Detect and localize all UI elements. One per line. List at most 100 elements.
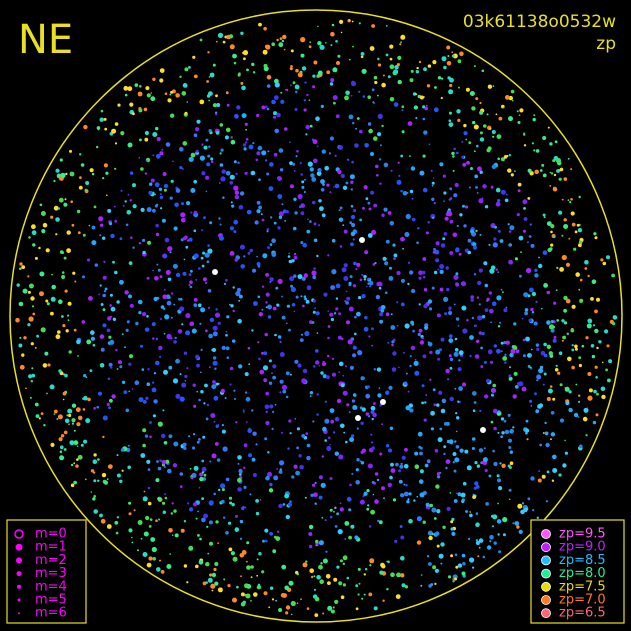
star [497, 325, 501, 328]
star [295, 295, 299, 299]
star [328, 152, 331, 155]
star [290, 84, 292, 87]
star [345, 440, 348, 444]
star [407, 282, 410, 286]
star [206, 525, 209, 528]
star [385, 239, 390, 244]
star [339, 507, 344, 512]
star [441, 77, 444, 80]
star [377, 519, 380, 523]
star [387, 75, 391, 79]
star [437, 76, 442, 80]
star [330, 317, 334, 322]
star [337, 335, 342, 340]
star [541, 163, 545, 167]
star [427, 221, 431, 224]
star [155, 519, 158, 522]
star [363, 274, 367, 279]
star [364, 250, 369, 255]
star [77, 454, 83, 460]
star [290, 65, 293, 68]
star [398, 479, 403, 484]
star [208, 520, 213, 525]
star [86, 339, 92, 345]
star [517, 381, 521, 386]
star [477, 315, 483, 321]
star [357, 567, 361, 571]
star [476, 296, 479, 299]
star [258, 205, 262, 210]
star [409, 155, 411, 158]
star [49, 384, 55, 390]
star [290, 49, 294, 53]
star [495, 113, 498, 116]
star [478, 331, 483, 335]
star [305, 300, 310, 304]
star [317, 168, 322, 173]
star [309, 531, 312, 534]
star [205, 175, 210, 180]
star [561, 234, 564, 237]
star [392, 498, 397, 502]
star [499, 239, 504, 243]
star [348, 306, 354, 312]
star [581, 344, 585, 348]
star [19, 336, 22, 339]
star [446, 61, 452, 66]
star [462, 204, 465, 208]
star [587, 395, 593, 401]
star [214, 442, 219, 446]
star [467, 537, 471, 541]
star [315, 539, 319, 544]
star-field [15, 19, 618, 617]
star [159, 195, 164, 199]
star [53, 179, 56, 183]
star [551, 479, 555, 482]
star [364, 316, 368, 320]
star [253, 301, 258, 306]
star [432, 565, 437, 570]
star [91, 172, 95, 176]
star [424, 463, 429, 468]
star [120, 448, 125, 452]
star [155, 360, 160, 366]
star [107, 464, 113, 469]
star [208, 145, 211, 148]
star [116, 368, 119, 370]
star [71, 403, 77, 408]
star [312, 74, 316, 78]
star [51, 273, 53, 276]
star [290, 286, 296, 293]
star [165, 459, 170, 464]
star [342, 374, 345, 377]
star [223, 282, 227, 286]
star [179, 306, 185, 312]
star [453, 351, 459, 357]
star [284, 88, 287, 91]
star [115, 531, 119, 535]
star [550, 328, 555, 333]
star [433, 270, 438, 275]
star [309, 391, 314, 395]
star [183, 446, 187, 450]
star [114, 142, 118, 145]
star [304, 81, 307, 84]
star [367, 95, 372, 99]
star [228, 547, 233, 552]
star [475, 541, 480, 545]
star [516, 525, 520, 529]
star [482, 184, 487, 189]
star [143, 531, 149, 537]
star [379, 404, 382, 407]
star [439, 269, 444, 274]
star [204, 252, 210, 258]
star [211, 453, 217, 459]
star [348, 281, 352, 285]
star [478, 448, 484, 453]
star [600, 258, 604, 262]
star [225, 477, 230, 482]
star [264, 404, 270, 410]
star [217, 542, 220, 544]
star [127, 142, 133, 148]
star [456, 109, 461, 114]
